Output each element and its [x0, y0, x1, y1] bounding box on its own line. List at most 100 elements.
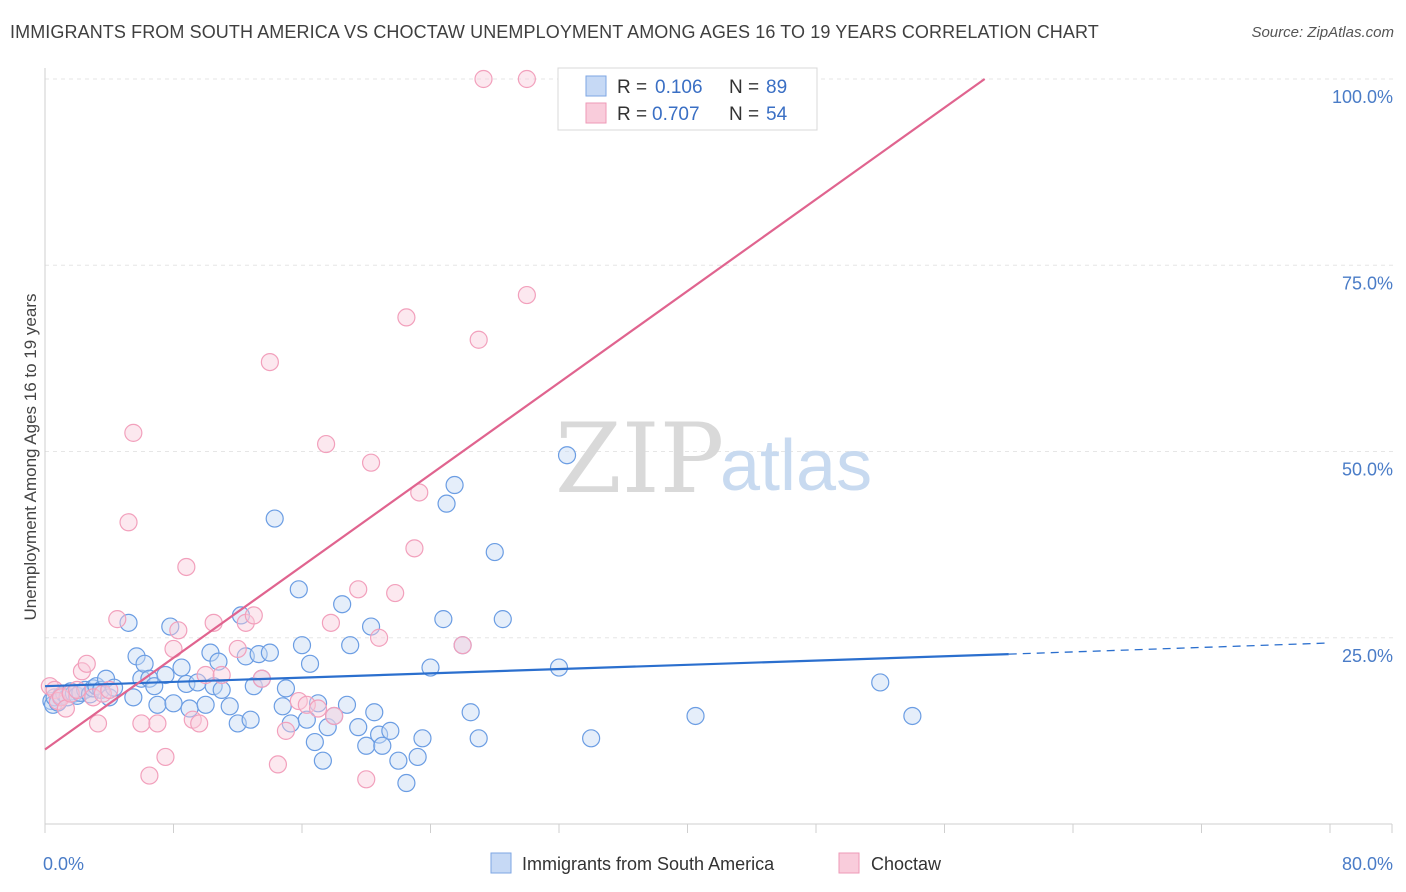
x-tick-label-1: 80.0%: [1342, 854, 1393, 874]
point-south-america-39: [220, 697, 239, 716]
point-choctaw-42: [357, 770, 376, 789]
point-south-america-85: [557, 446, 577, 465]
point-choctaw-14: [119, 513, 138, 532]
point-choctaw-28: [228, 639, 247, 659]
point-south-america-61: [333, 595, 352, 614]
point-choctaw-38: [316, 434, 336, 454]
point-south-america-87: [686, 706, 705, 726]
legend-label-choctaw: Choctaw: [871, 854, 942, 874]
trend-line-south-america: [44, 653, 1009, 688]
point-choctaw-47: [405, 539, 424, 558]
legend-n-label-2: N =: [729, 104, 759, 125]
point-south-america-19: [119, 613, 138, 632]
point-south-america-52: [289, 580, 308, 599]
tick-labels: 25.0% 50.0% 75.0% 100.0% 0.0% 80.0%: [43, 87, 1393, 874]
point-south-america-78: [445, 475, 464, 495]
point-south-america-65: [357, 736, 376, 755]
point-choctaw-8: [77, 654, 96, 673]
source-label: Source: ZipAtlas.com: [1251, 24, 1394, 41]
point-choctaw-24: [190, 714, 209, 733]
point-south-america-30: [172, 658, 191, 677]
point-choctaw-40: [325, 706, 344, 726]
point-choctaw-50: [469, 330, 488, 349]
legend-n-value-2: 54: [766, 104, 788, 125]
point-choctaw-15: [124, 423, 143, 442]
point-south-america-27: [156, 665, 175, 685]
point-south-america-72: [397, 773, 416, 793]
point-choctaw-13: [108, 610, 127, 629]
point-choctaw-18: [148, 714, 167, 733]
point-choctaw-51: [517, 285, 536, 305]
legend-r-value-2: 0.707: [652, 104, 700, 125]
point-choctaw-19: [156, 747, 175, 767]
point-choctaw-44: [370, 628, 389, 647]
point-south-america-53: [292, 636, 312, 655]
legend-n-label-1: N =: [729, 77, 759, 98]
point-south-america-49: [273, 697, 292, 716]
point-south-america-83: [493, 610, 512, 629]
point-south-america-34: [196, 695, 215, 714]
point-south-america-50: [276, 679, 296, 698]
point-south-america-56: [305, 732, 324, 752]
point-south-america-59: [318, 718, 337, 737]
point-choctaw-32: [260, 353, 279, 372]
legend-n-value-1: 89: [766, 77, 787, 98]
trend-line-choctaw: [44, 78, 986, 751]
point-south-america-62: [337, 695, 357, 714]
legend-r-label-2: R =: [617, 104, 647, 125]
point-choctaw-3: [51, 688, 71, 707]
legend-r-label-1: R =: [617, 77, 647, 98]
legend-swatch-series1: [585, 75, 607, 97]
point-choctaw-45: [386, 583, 405, 603]
x-tick-label-0: 0.0%: [43, 854, 84, 874]
chart-title: IMMIGRANTS FROM SOUTH AMERICA VS CHOCTAW…: [10, 22, 1099, 42]
point-south-america-69: [373, 736, 392, 755]
y-tick-label-1: 50.0%: [1342, 460, 1393, 480]
point-choctaw-52: [474, 69, 493, 89]
point-south-america-84: [549, 658, 569, 677]
axes: [44, 68, 1393, 833]
point-south-america-75: [421, 658, 440, 677]
y-tick-label-3: 100.0%: [1332, 87, 1393, 107]
point-south-america-64: [349, 718, 368, 737]
point-choctaw-12: [100, 680, 119, 700]
point-south-america-29: [164, 694, 183, 713]
point-south-america-73: [408, 747, 427, 767]
point-south-america-81: [469, 729, 488, 748]
legend-label-south-america: Immigrants from South America: [522, 854, 775, 874]
point-south-america-58: [313, 751, 332, 770]
grid-lines: [45, 78, 1395, 639]
legend-swatch-series2: [585, 102, 607, 124]
point-south-america-48: [265, 509, 284, 528]
point-south-america-55: [300, 654, 320, 673]
point-south-america-77: [437, 494, 456, 513]
point-choctaw-21: [169, 621, 188, 640]
scatter-points: [40, 69, 922, 793]
series-legend: Immigrants from South America Choctaw: [490, 852, 942, 874]
point-south-america-68: [370, 725, 389, 744]
legend-swatch-south-america: [490, 852, 512, 874]
point-south-america-88: [871, 673, 890, 692]
point-choctaw-49: [453, 636, 472, 655]
point-choctaw-36: [297, 695, 316, 714]
point-south-america-20: [124, 688, 143, 707]
point-south-america-37: [209, 652, 228, 671]
point-south-america-89: [903, 706, 922, 726]
watermark: ZIP atlas: [555, 403, 872, 515]
point-choctaw-34: [276, 721, 296, 740]
point-choctaw-16: [132, 714, 151, 733]
point-south-america-26: [148, 695, 167, 714]
y-tick-label-2: 75.0%: [1342, 273, 1393, 293]
point-south-america-74: [413, 729, 432, 748]
point-south-america-67: [365, 703, 384, 722]
point-south-america-82: [485, 542, 504, 562]
trend-lines: [44, 78, 1331, 751]
legend-r-value-1: 0.106: [655, 77, 703, 98]
point-south-america-63: [341, 636, 360, 655]
point-south-america-47: [260, 643, 279, 662]
point-choctaw-9: [84, 688, 103, 707]
point-south-america-70: [381, 721, 400, 740]
point-south-america-76: [434, 610, 453, 629]
y-axis-title: Unemployment Among Ages 16 to 19 years: [21, 294, 40, 621]
